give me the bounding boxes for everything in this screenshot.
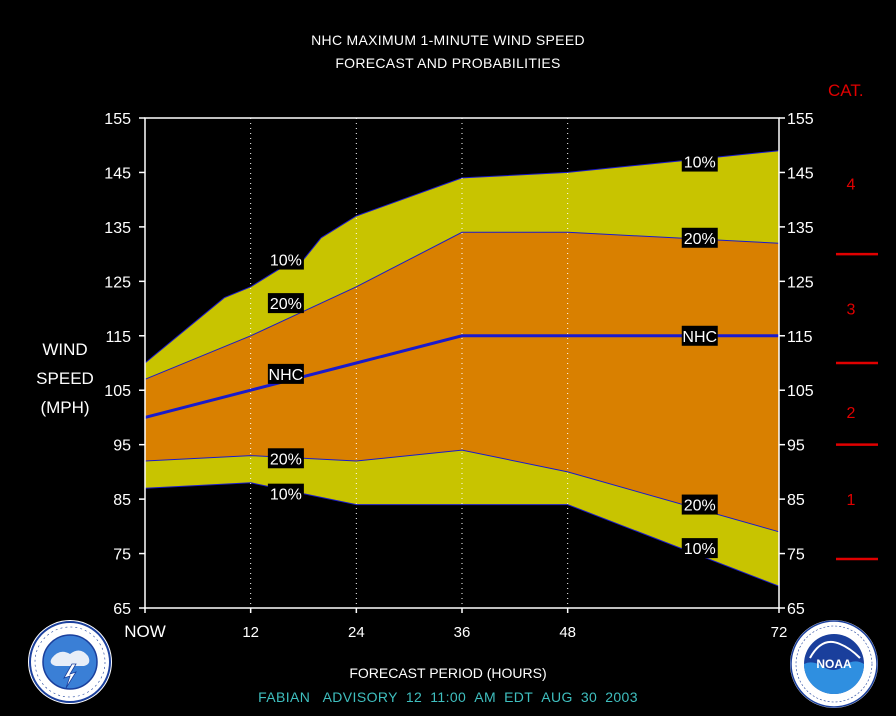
y-tick-label-left: 135 [104,220,131,237]
data-label-box [267,293,304,314]
y-tick-label-right: 105 [787,383,814,400]
y-tick-label-right: 95 [787,438,805,455]
data-label-text: 10% [270,253,302,270]
advisory-word: ADVISORY [322,689,398,705]
data-label-text: 20% [270,296,302,313]
y-tick-label-right: 85 [787,492,805,509]
data-label: 10% [267,483,304,504]
data-label-text: 10% [684,155,716,172]
category-label: 2 [847,405,856,422]
lower-20-line [144,449,780,533]
y-tick-label-left: 155 [104,111,131,128]
data-label: 20% [681,494,718,515]
y-tick-label-right: 75 [787,547,805,564]
upper-10-line [144,150,780,364]
noaa-logo-icon: NOAA [790,620,878,708]
advisory-zone: EDT [504,689,534,705]
y-tick-label-left: 75 [113,547,131,564]
upper-20-line [144,231,780,380]
data-label: 20% [267,293,304,314]
data-label: NHC [267,363,304,384]
data-label: 10% [267,249,304,270]
data-label-box [681,494,718,515]
data-label-text: 20% [684,498,716,515]
y-axis-label-line2: SPEED [36,369,94,388]
x-axis-label: FORECAST PERIOD (HOURS) [349,665,547,681]
advisory-time: 11:00 [430,689,467,705]
data-label-box [681,227,718,248]
y-tick-label-left: 85 [113,492,131,509]
nhc-forecast-line [144,334,779,419]
x-tick-label: 36 [454,624,471,641]
data-label-box [267,483,304,504]
chart-title: NHC MAXIMUM 1-MINUTE WIND SPEED [311,32,585,48]
y-tick-label-left: 65 [113,601,131,618]
nws-logo-icon [28,620,112,704]
category-label: 1 [847,492,856,509]
y-tick-label-right: 125 [787,274,814,291]
data-label-box [267,363,304,384]
y-tick-label-right: 145 [787,165,814,182]
x-tick-label: 48 [559,624,576,641]
y-tick-label-right: 115 [787,329,813,346]
data-label-box [681,151,718,172]
data-label-box [267,448,304,469]
y-tick-label-right: 65 [787,601,805,618]
storm-name: FABIAN [258,689,311,705]
category-label: 4 [847,176,856,193]
x-tick-label: NOW [124,622,166,641]
data-label-text: 10% [270,487,302,504]
data-label-box [681,538,718,559]
data-label-text: 20% [684,231,716,248]
data-label-text: 10% [684,541,716,558]
chart-subtitle: FORECAST AND PROBABILITIES [335,55,561,71]
y-tick-label-left: 125 [104,274,131,291]
data-label-text: NHC [682,329,717,346]
y-tick-label-left: 145 [104,165,131,182]
advisory-month: AUG [541,689,573,705]
category-scale-title: CAT. [828,81,864,100]
y-axis-label-line1: WIND [42,340,88,359]
advisory-line: FABIAN ADVISORY 12 11:00 AM EDT AUG 30 2003 [0,689,896,705]
y-tick-label-left: 105 [104,383,131,400]
advisory-number: 12 [405,689,423,705]
y-tick-label-left: 95 [113,438,131,455]
data-label-text: NHC [269,367,304,384]
y-tick-label-left: 115 [105,329,131,346]
y-axis-label-line3: (MPH) [40,398,90,417]
advisory-year: 2003 [605,689,638,705]
advisory-ampm: AM [474,689,497,705]
data-label: NHC [681,325,718,346]
data-label: 20% [267,448,304,469]
y-tick-label-right: 155 [787,111,814,128]
data-label: 10% [681,538,718,559]
data-label-text: 20% [270,451,302,468]
x-tick-label: 72 [771,624,788,641]
data-label-box [267,249,304,270]
noaa-logo-text: NOAA [816,657,852,671]
advisory-day: 30 [580,689,598,705]
category-label: 3 [847,302,856,319]
x-tick-label: 12 [242,624,259,641]
data-label-box [681,325,718,346]
x-tick-label: 24 [348,624,365,641]
lower-10-line [144,482,780,587]
data-label: 10% [681,151,718,172]
y-tick-label-right: 135 [787,220,814,237]
data-label: 20% [681,227,718,248]
